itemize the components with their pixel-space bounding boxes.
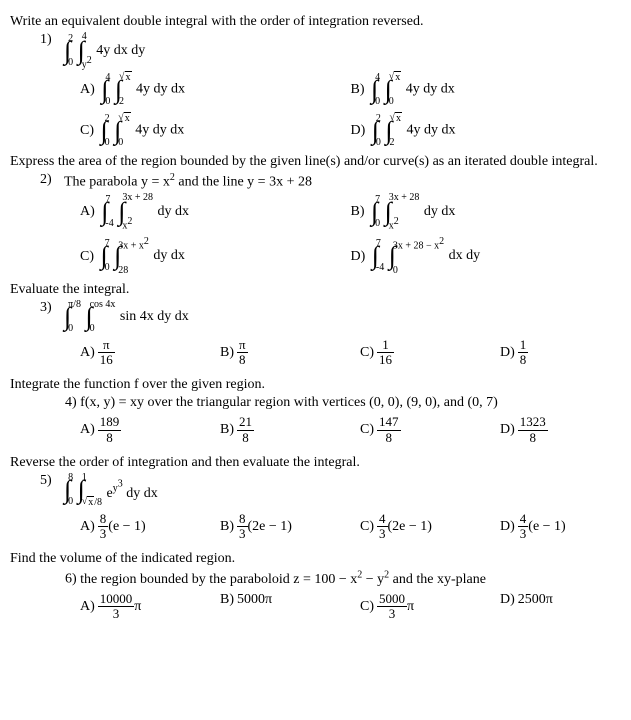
q3: 3) ∫π/80 ∫cos 4x0 sin 4x dy dx [40, 300, 621, 334]
q2-choice-a: A) ∫7-4 ∫3x + 28x2 dy dx [80, 193, 351, 231]
q3-choice-c: C)116 [360, 338, 500, 368]
q1-head: Write an equivalent double integral with… [10, 14, 621, 30]
q6-choice-a: A)100003π [80, 592, 220, 622]
q5-num: 5) [40, 473, 64, 489]
q3-choice-a: A)π16 [80, 338, 220, 368]
q6: 6) the region bounded by the paraboloid … [65, 569, 621, 588]
q6-choice-c: C)50003π [360, 592, 500, 622]
q3-num: 3) [40, 300, 64, 316]
q2-choice-b: B) ∫70 ∫3x + 28x2 dy dx [351, 193, 622, 231]
q2-choices: A) ∫7-4 ∫3x + 28x2 dy dx C) ∫70 ∫3x + x2… [80, 193, 621, 276]
q4-choices: A)1898 B)218 C)1478 D)13238 [80, 415, 621, 445]
q3-choice-d: D)18 [500, 338, 631, 368]
q1-choice-d: D) ∫20 ∫√x2 4y dy dx [351, 113, 622, 148]
q4: 4) f(x, y) = xy over the triangular regi… [65, 395, 621, 411]
q3-head: Evaluate the integral. [10, 282, 621, 298]
q2-choice-c: C) ∫70 ∫3x + x228 dy dx [80, 237, 351, 275]
q3-choices: A)π16 B)π8 C)116 D)18 [80, 338, 621, 368]
q5-head: Reverse the order of integration and the… [10, 455, 621, 471]
q3-expr: ∫π/80 ∫cos 4x0 sin 4x dy dx [64, 300, 621, 334]
q2: 2) The parabola y = x2 and the line y = … [40, 172, 621, 191]
q1-choice-b: B) ∫40 ∫√x0 4y dy dx [351, 72, 622, 107]
q2-num: 2) [40, 172, 64, 188]
q6-choice-b: B)5000π [220, 592, 360, 622]
q4-head: Integrate the function f over the given … [10, 377, 621, 393]
q5-choice-d: D)43(e − 1) [500, 512, 631, 542]
q1-choice-c: C) ∫20 ∫√x0 4y dy dx [80, 113, 351, 148]
q6-choices: A)100003π B)5000π C)50003π D)2500π [80, 592, 621, 622]
q1: 1) ∫20 ∫4y2 4y dx dy [40, 32, 621, 70]
q5-choice-c: C)43(2e − 1) [360, 512, 500, 542]
q4-num: 4) [65, 395, 77, 410]
q1-choice-a: A) ∫40 ∫√x2 4y dy dx [80, 72, 351, 107]
q4-choice-b: B)218 [220, 415, 360, 445]
q2-text: The parabola y = x2 and the line y = 3x … [64, 172, 621, 191]
q5: 5) ∫80 ∫1√x/8 ey3 dy dx [40, 473, 621, 508]
q5-choice-a: A)83(e − 1) [80, 512, 220, 542]
q5-choice-b: B)83(2e − 1) [220, 512, 360, 542]
q2-head: Express the area of the region bounded b… [10, 154, 621, 170]
q1-choices: A) ∫40 ∫√x2 4y dy dx C) ∫20 ∫√x0 4y dy d… [80, 72, 621, 148]
q1-expr: ∫20 ∫4y2 4y dx dy [64, 32, 621, 70]
q4-choice-d: D)13238 [500, 415, 631, 445]
q5-expr: ∫80 ∫1√x/8 ey3 dy dx [64, 473, 621, 508]
q6-choice-d: D)2500π [500, 592, 631, 622]
q6-text: the region bounded by the paraboloid z =… [80, 572, 486, 587]
q6-num: 6) [65, 572, 77, 587]
q5-choices: A)83(e − 1) B)83(2e − 1) C)43(2e − 1) D)… [80, 512, 621, 542]
q4-choice-c: C)1478 [360, 415, 500, 445]
q2-choice-d: D) ∫7-4 ∫3x + 28 − x20 dx dy [351, 237, 622, 275]
q6-head: Find the volume of the indicated region. [10, 551, 621, 567]
q4-choice-a: A)1898 [80, 415, 220, 445]
q1-num: 1) [40, 32, 64, 48]
q3-choice-b: B)π8 [220, 338, 360, 368]
q4-text: f(x, y) = xy over the triangular region … [80, 395, 498, 410]
